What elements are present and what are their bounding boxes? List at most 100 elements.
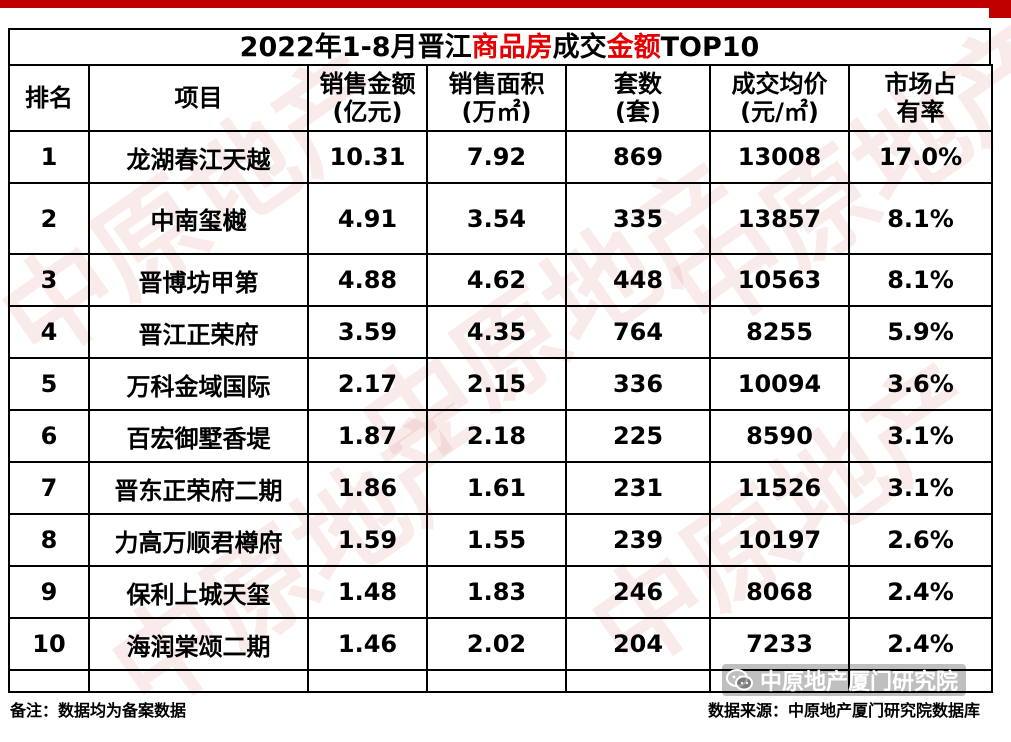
title-part2: 商品房 (471, 32, 553, 63)
cell-units: 246 (565, 565, 711, 619)
cell-units: 448 (565, 253, 711, 307)
table-row: 8 力高万顺君樽府 1.59 1.55 239 10197 2.6% (8, 513, 993, 567)
cell-price: 7233 (709, 617, 850, 671)
cell-area: 7.92 (426, 130, 567, 184)
cell-amount: 4.91 (307, 182, 428, 255)
cell-area: 1.83 (426, 565, 567, 619)
cell-amount: 3.59 (307, 305, 428, 359)
cell-share: 2.4% (848, 617, 993, 671)
cell-amount: 1.87 (307, 409, 428, 463)
cell-amount: 1.48 (307, 565, 428, 619)
cell-price: 13008 (709, 130, 850, 184)
cell-project: 海润棠颂二期 (88, 617, 309, 671)
cell-share: 2.4% (848, 565, 993, 619)
header-project: 项目 (88, 64, 309, 132)
header-price-line1: 成交均价 (731, 70, 828, 98)
table-row: 7 晋东正荣府二期 1.86 1.61 231 11526 3.1% (8, 461, 993, 515)
cell-area: 1.61 (426, 461, 567, 515)
cell-rank: 10 (8, 617, 90, 671)
header-amount-line1: 销售金额 (319, 70, 416, 98)
cell-share: 2.6% (848, 513, 993, 567)
data-source: 数据来源：中原地产厦门研究院数据库 (708, 701, 981, 720)
cell-price: 8590 (709, 409, 850, 463)
header-amount: 销售金额 (亿元) (307, 64, 428, 132)
header-units-line1: 套数 (614, 70, 662, 98)
cell-share: 3.1% (848, 461, 993, 515)
wechat-icon (726, 669, 753, 691)
cell-project: 力高万顺君樽府 (88, 513, 309, 567)
cell-amount: 1.59 (307, 513, 428, 567)
cell-price: 10197 (709, 513, 850, 567)
cell-price: 10094 (709, 357, 850, 411)
cell-area: 4.62 (426, 253, 567, 307)
header-area-line2: (万㎡) (461, 98, 532, 126)
table-row: 10 海润棠颂二期 1.46 2.02 204 7233 2.4% (8, 617, 993, 671)
cell-rank: 4 (8, 305, 90, 359)
header-amount-line2: (亿元) (332, 98, 403, 126)
top-bar-corner (989, 0, 1011, 18)
header-share-line2: 有率 (896, 98, 945, 126)
cell-share: 17.0% (848, 130, 993, 184)
cell-share: 8.1% (848, 253, 993, 307)
cell-area: 4.35 (426, 305, 567, 359)
cell-area: 2.02 (426, 617, 567, 671)
ranking-table: 排名 项目 销售金额 (亿元) 销售面积 (万㎡) 套数 (套) 成交均价 (元/㎡) … (8, 64, 993, 693)
header-price: 成交均价 (元/㎡) (709, 64, 850, 132)
cell-project: 百宏御墅香堤 (88, 409, 309, 463)
cell-rank: 9 (8, 565, 90, 619)
cell-project: 晋博坊甲第 (88, 253, 309, 307)
cell-price: 8255 (709, 305, 850, 359)
cell-rank: 7 (8, 461, 90, 515)
title-part4: 金额 (606, 32, 661, 63)
header-units: 套数 (套) (565, 64, 711, 132)
cell-units: 335 (565, 182, 711, 255)
cell-share: 3.6% (848, 357, 993, 411)
cell-rank: 2 (8, 182, 90, 255)
cell-area: 1.55 (426, 513, 567, 567)
cell-units: 225 (565, 409, 711, 463)
cell-units: 764 (565, 305, 711, 359)
cell-area: 3.54 (426, 182, 567, 255)
cell-units: 231 (565, 461, 711, 515)
cell-share: 3.1% (848, 409, 993, 463)
cell-rank: 6 (8, 409, 90, 463)
cell-project: 保利上城天玺 (88, 565, 309, 619)
top-bar (0, 0, 1011, 8)
cell-units: 869 (565, 130, 711, 184)
header-share-line1: 市场占 (884, 70, 957, 98)
table-header-row: 排名 项目 销售金额 (亿元) 销售面积 (万㎡) 套数 (套) 成交均价 (元/㎡) … (8, 64, 993, 132)
cell-units: 239 (565, 513, 711, 567)
cell-amount: 4.88 (307, 253, 428, 307)
table-row: 2 中南玺樾 4.91 3.54 335 13857 8.1% (8, 182, 993, 255)
table-row: 4 晋江正荣府 3.59 4.35 764 8255 5.9% (8, 305, 993, 359)
cell-share: 5.9% (848, 305, 993, 359)
table-spacer-row (8, 669, 993, 693)
header-share: 市场占 有率 (848, 64, 993, 132)
cell-project: 晋东正荣府二期 (88, 461, 309, 515)
cell-project: 龙湖春江天越 (88, 130, 309, 184)
cell-amount: 10.31 (307, 130, 428, 184)
cell-units: 336 (565, 357, 711, 411)
wechat-account-name: 中原地产厦门研究院 (760, 670, 959, 695)
header-price-line2: (元/㎡) (740, 98, 819, 126)
title-part1: 2022年1-8月晋江 (239, 32, 472, 63)
table-row: 3 晋博坊甲第 4.88 4.62 448 10563 8.1% (8, 253, 993, 307)
cell-price: 13857 (709, 182, 850, 255)
cell-price: 10563 (709, 253, 850, 307)
header-area-line1: 销售面积 (448, 70, 545, 98)
cell-project: 晋江正荣府 (88, 305, 309, 359)
table-row: 1 龙湖春江天越 10.31 7.92 869 13008 17.0% (8, 130, 993, 184)
footnote: 备注：数据均为备案数据 (10, 701, 187, 720)
cell-project: 中南玺樾 (88, 182, 309, 255)
table-row: 9 保利上城天玺 1.48 1.83 246 8068 2.4% (8, 565, 993, 619)
cell-project: 万科金域国际 (88, 357, 309, 411)
cell-price: 11526 (709, 461, 850, 515)
header-rank: 排名 (8, 64, 90, 132)
cell-units: 204 (565, 617, 711, 671)
cell-rank: 8 (8, 513, 90, 567)
page-title: 2022年1-8月晋江商品房成交金额TOP10 (8, 28, 991, 64)
table-row: 5 万科金域国际 2.17 2.15 336 10094 3.6% (8, 357, 993, 411)
title-part3: 成交 (552, 32, 607, 63)
table-row: 6 百宏御墅香堤 1.87 2.18 225 8590 3.1% (8, 409, 993, 463)
cell-amount: 1.46 (307, 617, 428, 671)
